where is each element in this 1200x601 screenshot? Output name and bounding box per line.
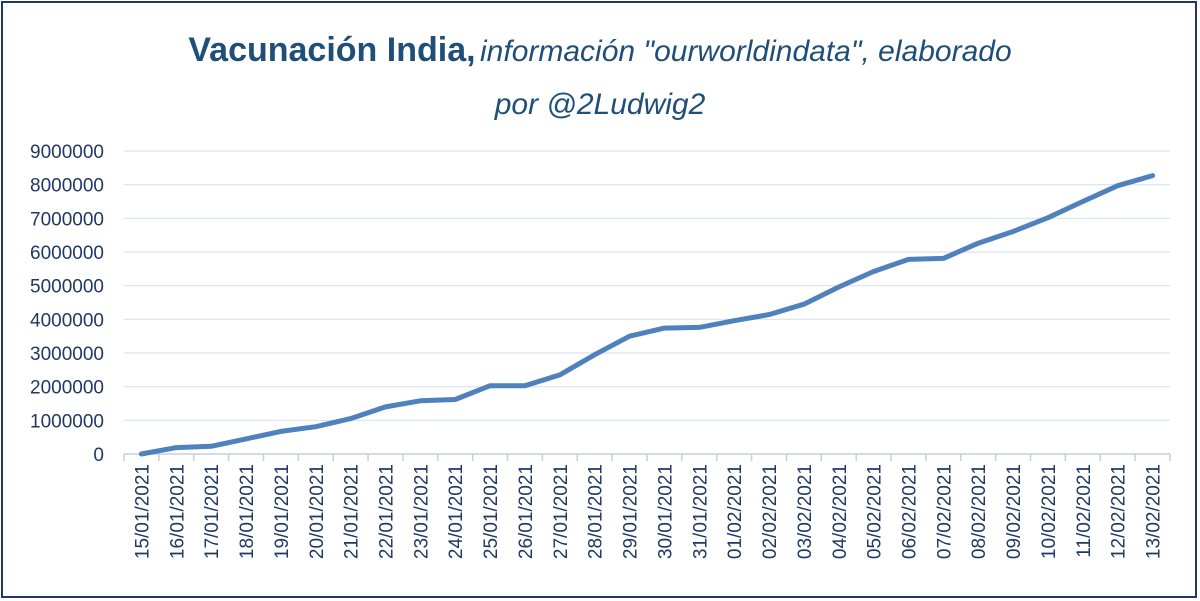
x-tick-label: 25/01/2021	[481, 464, 502, 559]
series-line	[138, 173, 1156, 457]
chart-title-sub-line1: información "ourworldindata", elaborado	[480, 35, 1012, 68]
y-axis: 0 1000000 2000000 3000000 4000000 5000000 6000…	[30, 142, 104, 466]
chart-title-sub-line2: por @2Ludwig2	[494, 88, 706, 121]
series-layer	[138, 173, 1156, 457]
x-tick-label: 11/02/2021	[1074, 464, 1095, 558]
x-tick-label: 05/02/2021	[865, 464, 886, 559]
x-tick-label: 12/02/2021	[1109, 464, 1130, 559]
x-tick-label: 24/01/2021	[446, 464, 467, 559]
x-tick-label: 03/02/2021	[795, 464, 816, 559]
y-tick-label: 5000000	[30, 277, 104, 298]
x-tick-label: 15/01/2021	[132, 464, 153, 559]
chart-title-main: Vacunación India,	[188, 31, 476, 69]
y-tick-label: 4000000	[30, 310, 104, 331]
x-tick-label: 27/01/2021	[551, 464, 572, 559]
x-tick-label: 17/01/2021	[202, 464, 223, 559]
x-tick-label: 07/02/2021	[934, 464, 955, 559]
x-tick-label: 26/01/2021	[516, 464, 537, 559]
y-tick-label: 7000000	[30, 209, 104, 230]
x-axis: 15/01/2021 16/01/2021 17/01/2021 18/01/2021…	[123, 453, 1171, 559]
y-tick-label: 2000000	[30, 378, 104, 399]
x-tick-label: 30/01/2021	[655, 464, 676, 559]
x-tick-label: 23/01/2021	[411, 464, 432, 559]
x-tick-label: 13/02/2021	[1144, 464, 1165, 559]
y-tick-label: 8000000	[30, 176, 104, 197]
x-tick-label: 20/01/2021	[307, 464, 328, 559]
x-tick-label: 08/02/2021	[969, 464, 990, 559]
gridlines	[124, 150, 1170, 421]
x-tick-label: 02/02/2021	[760, 464, 781, 559]
chart-title: Vacunación India, información "ourworldi…	[0, 26, 1200, 134]
y-tick-label: 0	[93, 445, 104, 466]
x-tick-label: 29/01/2021	[621, 464, 642, 559]
x-tick-label: 04/02/2021	[830, 464, 851, 559]
y-tick-label: 1000000	[30, 411, 104, 432]
y-tick-label: 6000000	[30, 243, 104, 264]
x-tick-label: 16/01/2021	[167, 464, 188, 559]
x-tick-label: 06/02/2021	[900, 464, 921, 559]
x-tick-label: 09/02/2021	[1004, 464, 1025, 559]
y-tick-label: 9000000	[30, 142, 104, 163]
x-tick-label: 28/01/2021	[586, 464, 607, 559]
x-tick-label: 22/01/2021	[377, 464, 398, 559]
x-tick-label: 31/01/2021	[690, 464, 711, 559]
x-tick-label: 21/01/2021	[342, 464, 363, 559]
x-tick-label: 19/01/2021	[272, 464, 293, 559]
x-tick-label: 01/02/2021	[725, 464, 746, 559]
y-tick-label: 3000000	[30, 344, 104, 365]
x-tick-label: 10/02/2021	[1039, 464, 1060, 559]
x-tick-label: 18/01/2021	[237, 464, 258, 559]
